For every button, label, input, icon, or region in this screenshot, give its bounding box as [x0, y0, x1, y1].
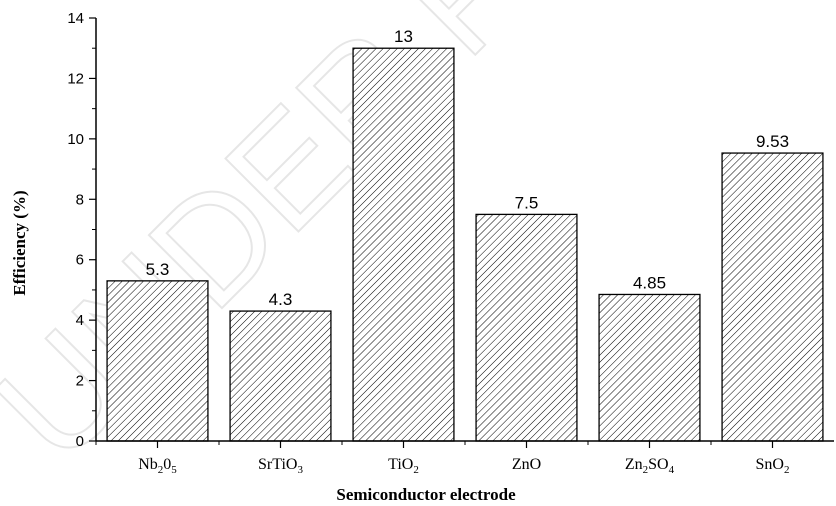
y-axis-title: Efficiency (%)	[10, 190, 29, 295]
bar	[352, 47, 455, 442]
bar	[229, 310, 332, 442]
category-label: ZnO	[512, 456, 541, 473]
x-axis-title: Semiconductor electrode	[336, 485, 516, 504]
category-label: SnO2	[756, 456, 790, 476]
bar	[106, 280, 209, 442]
category-label: Nb205	[138, 456, 177, 476]
y-tick-label: 12	[67, 70, 84, 87]
bars-layer	[106, 47, 824, 442]
y-tick-label: 8	[76, 191, 84, 208]
y-tick-label: 2	[76, 373, 84, 390]
y-tick-label: 6	[76, 252, 84, 269]
category-label: SrTiO3	[258, 456, 303, 476]
category-label: Zn2SO4	[625, 456, 675, 476]
bar	[598, 293, 701, 442]
x-axis-ticks: Nb205 SrTiO3 TiO2 ZnO Zn2SO4 SnO2	[95, 441, 790, 476]
y-tick-label: 14	[67, 10, 84, 27]
data-label: 5.3	[146, 260, 170, 279]
bar	[475, 213, 578, 442]
y-tick-label: 10	[67, 131, 84, 148]
y-axis-ticks: 0 2 4 6 8 10 12 14	[67, 10, 96, 450]
data-label: 4.3	[269, 290, 293, 309]
data-label: 9.53	[756, 132, 789, 151]
data-labels-layer: 5.3 4.3 13 7.5 4.85 9.53	[146, 27, 789, 309]
data-label: 4.85	[633, 273, 666, 292]
category-label: TiO2	[388, 456, 419, 476]
data-label: 13	[394, 27, 413, 46]
bar	[721, 152, 824, 442]
y-tick-label: 0	[76, 433, 84, 450]
data-label: 7.5	[515, 193, 539, 212]
y-tick-label: 4	[76, 312, 84, 329]
